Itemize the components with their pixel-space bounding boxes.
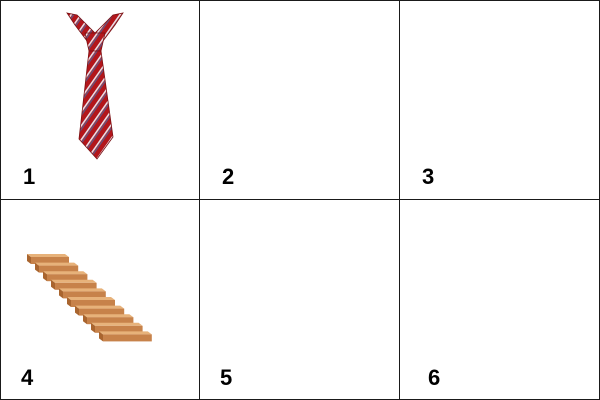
grid-cell-6[interactable]: 6 [400,200,600,400]
stair-step-top [51,279,97,283]
stair-step-top [59,288,106,292]
stair-step-side [75,305,79,316]
stair-step-front [87,317,134,325]
grid-cell-3[interactable]: 3 [400,0,600,200]
cell-number-2: 2 [222,164,235,189]
stair-step-top [27,254,69,257]
stair-step-front [95,325,143,333]
grid-cell-2[interactable]: 2 [200,0,400,200]
necktie-image [66,12,124,160]
stair-steps [27,254,152,342]
stair-step-front [39,265,79,273]
grid-cell-5[interactable]: 5 [200,200,400,400]
stair-step-front [71,300,115,307]
stair-step-side [35,262,39,273]
stair-step-side [91,322,95,333]
grid-cell-4[interactable]: 4 [0,200,200,400]
cell-number-4: 4 [21,365,34,390]
stair-step-top [83,314,134,318]
stair-step-front [79,308,125,316]
stair-step-side [67,297,71,307]
stair-step-side [27,254,31,264]
cell-number-6: 6 [428,365,441,390]
stair-step-front [47,274,88,282]
stair-step-side [43,271,47,282]
cell-number-1: 1 [23,164,36,189]
stair-step-top [75,305,125,309]
cell-number-3: 3 [422,164,435,189]
grid-cell-1[interactable]: 1 [0,0,200,200]
stair-step-side [83,314,87,325]
cell-number-5: 5 [220,365,233,390]
stair-step-side [59,288,63,299]
stair-step-front [63,291,106,299]
stair-step-front [55,282,97,290]
stair-step-front [103,334,152,342]
stair-step-side [51,279,55,290]
stair-step-top [43,271,88,275]
stair-step-top [91,322,143,326]
staircase-image [27,254,152,342]
stair-step-top [99,331,152,335]
stair-step-front [31,257,69,264]
stair-step-side [99,331,103,342]
stair-step-top [67,297,115,300]
stair-step-top [35,262,79,266]
